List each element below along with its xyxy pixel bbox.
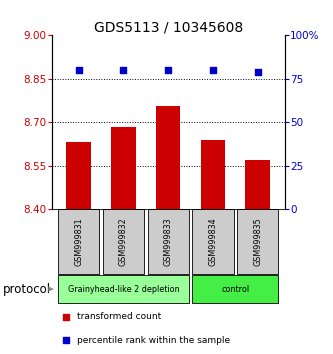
Point [63, 337, 68, 343]
Bar [111, 127, 136, 209]
Point [121, 67, 126, 73]
Text: GSM999832: GSM999832 [119, 217, 128, 266]
Text: GSM999833: GSM999833 [164, 217, 173, 266]
Text: GSM999831: GSM999831 [74, 217, 83, 266]
FancyBboxPatch shape [237, 209, 278, 274]
Point [166, 67, 171, 73]
FancyBboxPatch shape [192, 275, 278, 303]
Bar [156, 106, 180, 209]
Text: protocol: protocol [3, 282, 51, 296]
Bar [201, 140, 225, 209]
FancyBboxPatch shape [58, 209, 99, 274]
Point [210, 67, 216, 73]
Text: percentile rank within the sample: percentile rank within the sample [77, 336, 230, 345]
Text: Grainyhead-like 2 depletion: Grainyhead-like 2 depletion [68, 285, 179, 293]
FancyBboxPatch shape [58, 275, 189, 303]
Text: GSM999835: GSM999835 [253, 217, 262, 266]
Point [63, 314, 68, 320]
Title: GDS5113 / 10345608: GDS5113 / 10345608 [94, 20, 243, 34]
FancyBboxPatch shape [148, 209, 189, 274]
Bar [66, 143, 91, 209]
FancyBboxPatch shape [103, 209, 144, 274]
Text: control: control [221, 285, 249, 293]
FancyBboxPatch shape [192, 209, 234, 274]
Text: GSM999834: GSM999834 [208, 217, 217, 266]
Point [76, 67, 81, 73]
Text: transformed count: transformed count [77, 313, 162, 321]
Point [255, 69, 260, 75]
Bar [245, 160, 270, 209]
